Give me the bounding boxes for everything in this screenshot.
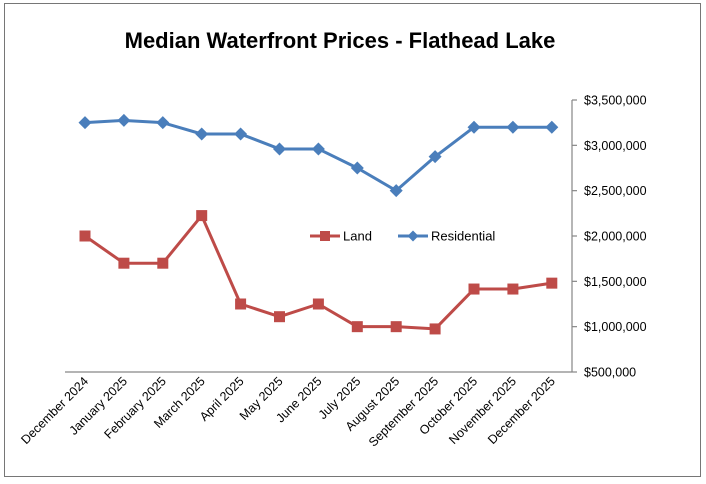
chart-frame — [4, 3, 701, 477]
residential-point — [545, 120, 559, 134]
land-point — [157, 257, 169, 269]
land-point — [312, 298, 324, 310]
residential-point — [273, 142, 286, 156]
legend-label: Residential — [431, 229, 495, 244]
residential-point — [428, 150, 442, 164]
residential-point — [389, 184, 403, 198]
y-tick-label: $500,000 — [584, 366, 636, 380]
y-tick-label: $2,500,000 — [584, 184, 647, 198]
land-point — [390, 321, 402, 333]
x-tick-label: December 2025 — [485, 374, 558, 447]
residential-point — [506, 120, 520, 134]
residential-point — [311, 142, 325, 156]
legend-marker-diamond — [407, 230, 419, 242]
y-tick-label: $2,000,000 — [584, 230, 647, 244]
land-point — [196, 210, 208, 222]
y-tick-label: $3,500,000 — [584, 94, 647, 108]
residential-point — [78, 116, 92, 130]
residential-point — [195, 127, 209, 141]
axes: $500,000 $1,000,000 $1,500,000 $2,000,000 $2… — [18, 94, 646, 450]
series-layer — [78, 113, 559, 335]
land-point — [468, 283, 480, 295]
legend: Land Residential — [310, 229, 495, 244]
series-land — [79, 210, 558, 335]
series-residential — [78, 113, 559, 198]
land-point — [507, 283, 519, 295]
y-tick-label: $1,500,000 — [584, 275, 647, 289]
land-point — [79, 230, 91, 242]
residential-point — [117, 113, 131, 127]
legend-item-residential: Residential — [398, 229, 495, 244]
residential-point — [350, 161, 364, 175]
chart-title: Median Waterfront Prices - Flathead Lake — [125, 28, 556, 53]
x-tick-label: December 2024 — [18, 374, 91, 447]
land-point — [118, 257, 130, 269]
residential-line — [84, 118, 552, 193]
x-tick-label: November 2025 — [446, 374, 519, 447]
y-tick-label: $1,000,000 — [584, 320, 647, 334]
land-point — [429, 323, 441, 335]
residential-point — [234, 127, 248, 141]
x-tick-label: September 2025 — [366, 374, 441, 449]
land-point — [351, 321, 363, 333]
legend-marker-square — [320, 231, 330, 241]
land-point — [274, 311, 285, 323]
legend-label: Land — [343, 229, 372, 244]
land-point — [546, 277, 558, 289]
residential-point — [467, 120, 481, 134]
y-tick-label: $3,000,000 — [584, 139, 647, 153]
residential-point — [156, 116, 170, 130]
land-point — [235, 298, 247, 310]
legend-item-land: Land — [310, 229, 372, 244]
